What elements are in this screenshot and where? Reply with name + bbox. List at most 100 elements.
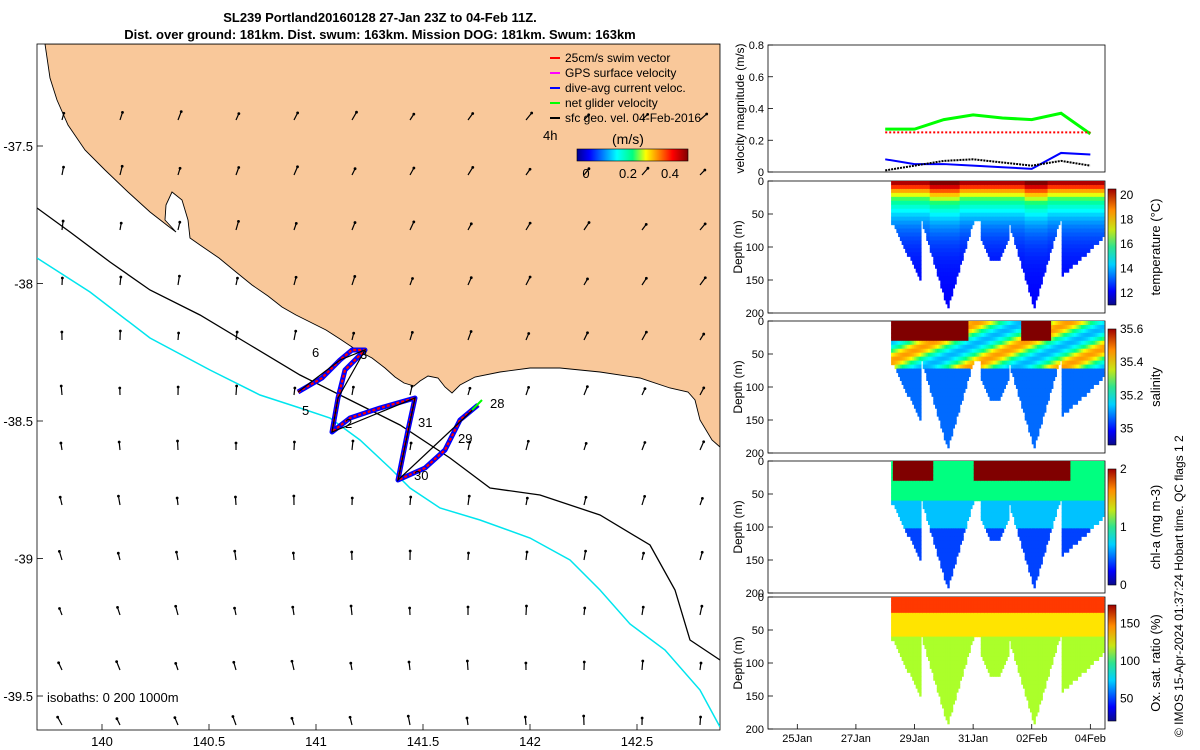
profile-cell — [1015, 212, 1019, 218]
profile-cell — [1029, 228, 1033, 234]
profile-cell — [1028, 404, 1031, 409]
profile-cell — [963, 248, 966, 253]
profile-cell — [1042, 368, 1045, 374]
profile-cell — [929, 196, 933, 202]
profile-cell — [949, 384, 952, 389]
profile-cell — [986, 388, 989, 393]
profile-cell — [905, 228, 908, 234]
profile-cell — [954, 192, 957, 198]
profile-cell — [1051, 336, 1054, 342]
profile-cell — [1000, 392, 1003, 397]
profile-cell — [1033, 423, 1036, 429]
profile-cell — [1037, 368, 1040, 374]
profile-cell — [1033, 299, 1036, 305]
profile-cell — [1044, 332, 1047, 338]
profile-cell — [917, 412, 920, 417]
profile-cell — [945, 260, 948, 265]
profile-cell — [949, 216, 952, 222]
profile-cell — [1000, 328, 1003, 334]
profile-cell — [910, 196, 913, 202]
profile-cell — [908, 248, 912, 253]
profile-cell — [954, 404, 957, 409]
profile-cell — [1096, 212, 1100, 218]
profile-cell — [957, 328, 961, 334]
profile-cell — [956, 264, 959, 269]
profile-cell — [917, 188, 920, 194]
profile-cell — [1072, 256, 1075, 261]
profile-cell — [938, 384, 941, 389]
profile-cell — [1042, 196, 1045, 202]
profile-cell — [1080, 184, 1084, 190]
profile-cell — [1061, 368, 1064, 374]
profile-cell — [913, 212, 917, 218]
profile-cell — [949, 388, 952, 393]
profile-cell — [950, 392, 954, 397]
profile-cell — [961, 324, 964, 330]
profile-cell — [1059, 324, 1063, 330]
map-y-tick-label: -39 — [14, 552, 33, 567]
profile-cell — [1068, 192, 1072, 198]
profile-cell — [956, 204, 959, 210]
profile-cell — [1051, 376, 1054, 381]
profile-cell — [1045, 228, 1049, 234]
profile-cell — [1003, 220, 1006, 226]
profile-cell — [1031, 232, 1035, 238]
profile-cell — [943, 224, 947, 230]
profile-cell — [1029, 196, 1033, 202]
profile-cell — [940, 408, 943, 413]
profile-cell — [938, 216, 941, 222]
arrow-head — [466, 605, 470, 609]
net-glider-velocity-track — [297, 348, 479, 482]
profile-cell — [1033, 295, 1036, 301]
profile-cell — [959, 321, 963, 326]
profile-cell — [1072, 228, 1075, 234]
profile-cell — [945, 224, 948, 230]
profile-cell — [943, 420, 947, 425]
profile-cell — [950, 204, 954, 210]
profile-cell — [906, 248, 910, 253]
profile-cell — [913, 404, 917, 409]
profile-cell — [1086, 244, 1089, 249]
profile-cell — [1070, 400, 1073, 405]
profile-cell — [1080, 392, 1084, 397]
profile-cell — [984, 376, 987, 381]
profile-cell — [982, 224, 985, 230]
profile-cell — [935, 204, 938, 210]
profile-cell — [1026, 404, 1029, 409]
profile-cell — [952, 328, 955, 334]
profile-cell — [1007, 212, 1010, 218]
profile-cell — [905, 348, 908, 354]
profile-cell — [1059, 208, 1063, 214]
profile-cell — [943, 276, 947, 281]
velocity-arrow — [350, 605, 353, 616]
profile-cell — [1049, 321, 1052, 326]
profile-cell — [905, 376, 908, 381]
profile-cell — [947, 435, 950, 441]
profile-cell — [1082, 372, 1086, 378]
profile-cell — [1080, 228, 1084, 234]
profile-cell — [947, 192, 950, 198]
profile-cell — [996, 232, 999, 238]
profile-cell — [993, 344, 996, 350]
profile-cell — [1051, 356, 1054, 362]
profile-cell — [943, 336, 947, 342]
profile-cell — [926, 352, 929, 358]
profile-cell — [915, 336, 919, 342]
profile-cell — [922, 356, 926, 362]
profile-cell — [950, 287, 954, 293]
profile-cell — [940, 348, 943, 354]
profile-cell — [991, 328, 994, 334]
profile-cell — [913, 192, 917, 198]
profile-cell — [963, 181, 966, 186]
profile-cell — [1091, 321, 1094, 326]
profile-cell — [1061, 248, 1064, 253]
profile-cell — [1007, 332, 1010, 338]
profile-cell — [977, 328, 980, 334]
profile-cell — [950, 396, 954, 401]
profile-cell — [894, 328, 897, 334]
profile-cell — [935, 228, 938, 234]
profile-cell — [933, 196, 936, 202]
profile-cell — [956, 181, 959, 186]
profile-cell — [1054, 192, 1057, 198]
profile-cell — [1070, 340, 1073, 346]
